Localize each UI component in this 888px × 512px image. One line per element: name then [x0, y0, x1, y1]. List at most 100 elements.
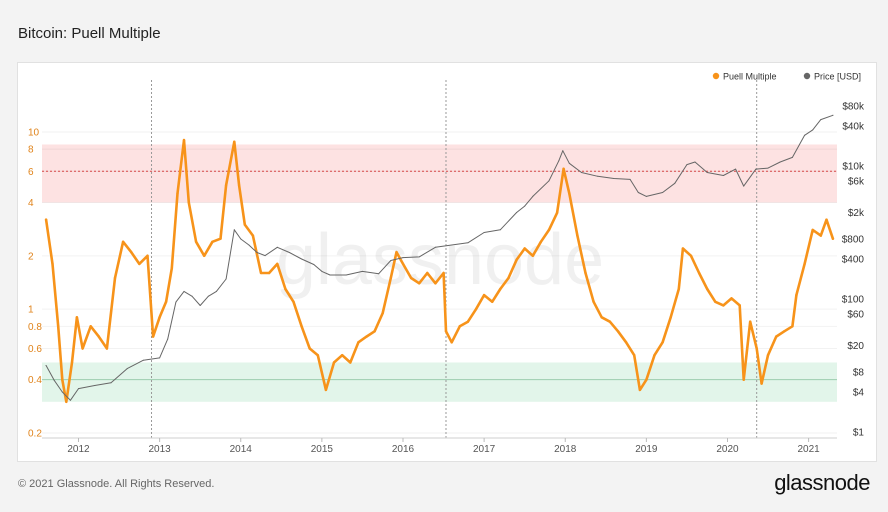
puell-point: [568, 192, 571, 195]
left-axis-tick-label: 1: [28, 305, 34, 316]
puell-point: [81, 347, 84, 350]
price-point: [767, 167, 769, 169]
price-point: [791, 156, 793, 158]
right-axis-tick-label: $60: [847, 309, 864, 320]
price-point: [361, 270, 363, 272]
puell-point: [349, 361, 352, 364]
puell-point: [224, 184, 228, 187]
brand-logo: glassnode: [774, 470, 870, 495]
puell-point: [766, 354, 770, 357]
price-point: [483, 232, 485, 233]
right-axis-tick-label: $100: [842, 295, 865, 306]
price-point: [662, 192, 664, 193]
puell-point: [697, 271, 701, 275]
legend-label-puell: Puell Multiple: [723, 72, 777, 82]
puell-point: [831, 237, 835, 240]
puell-point: [164, 300, 168, 303]
x-axis-tick-label: 2020: [716, 444, 739, 455]
puell-point: [409, 276, 413, 280]
puell-point: [89, 325, 92, 328]
right-axis-tick-label: $800: [842, 234, 865, 245]
puell-point: [507, 276, 510, 280]
price-point: [276, 246, 278, 248]
price-point: [568, 162, 570, 164]
puell-point: [57, 325, 60, 328]
puell-point: [738, 304, 741, 307]
price-point: [301, 258, 303, 260]
price-point: [532, 195, 534, 197]
price-point: [743, 185, 745, 187]
puell-point: [341, 354, 344, 357]
zone-bands: [42, 144, 837, 402]
page-title: Bitcoin: Puell Multiple: [18, 25, 161, 42]
puell-point: [669, 316, 672, 319]
price-point: [516, 212, 518, 213]
puell-point: [121, 240, 125, 243]
puell-point: [755, 347, 758, 350]
left-axis-tick-label: 0.2: [28, 429, 42, 440]
puell-point: [182, 138, 186, 142]
x-axis-tick-label: 2012: [67, 444, 90, 455]
puell-point: [742, 378, 745, 381]
puell-point: [645, 378, 648, 381]
price-point: [142, 359, 144, 361]
price-point: [183, 290, 185, 292]
right-axis-tick-label: $1: [853, 428, 865, 439]
x-axis-tick-label: 2013: [149, 444, 172, 455]
puell-point: [791, 325, 794, 328]
puell-point: [803, 262, 806, 266]
puell-point: [616, 330, 620, 333]
puell-point: [284, 287, 287, 291]
price-point: [199, 305, 201, 306]
right-axis-tick-label: $8: [853, 367, 865, 378]
price-point: [629, 178, 631, 180]
puell-point: [158, 316, 161, 319]
puell-point: [474, 308, 478, 311]
price-point: [451, 244, 453, 246]
puell-point: [219, 237, 222, 240]
price-point: [434, 246, 436, 248]
price-point: [390, 260, 392, 261]
puell-point: [795, 293, 798, 297]
puell-point: [146, 254, 149, 257]
legend-label-price: Price [USD]: [814, 72, 861, 82]
right-axis-tick-label: $10k: [842, 162, 865, 173]
price-point: [94, 385, 96, 386]
puell-point: [592, 300, 595, 303]
price-point: [126, 368, 128, 370]
puell-point: [722, 304, 725, 307]
puell-point: [653, 354, 656, 357]
price-point: [45, 365, 47, 366]
puell-point: [689, 254, 693, 257]
price-point: [779, 161, 781, 163]
price-point: [402, 257, 404, 259]
puell-point: [819, 234, 822, 237]
puell-point: [308, 347, 311, 350]
price-point: [248, 244, 250, 246]
x-axis-tick-label: 2014: [230, 444, 253, 455]
right-axis-tick-label: $6k: [848, 176, 865, 187]
right-axis: $80k $40k $10k $6k $2k $800 $400 $100 $60 $20 $8 $4…: [842, 102, 865, 439]
puell-point: [783, 330, 786, 333]
left-axis-tick-label: 0.4: [28, 375, 42, 386]
right-axis-tick-label: $20: [847, 341, 864, 352]
puell-point: [444, 330, 448, 333]
left-axis: 10 8 6 4 2 1 0.8 0.6 0.4 0.2: [28, 128, 42, 440]
price-point: [597, 175, 599, 177]
puell-point: [65, 400, 68, 403]
price-point: [207, 295, 209, 297]
price-point: [53, 379, 55, 381]
puell-point: [600, 316, 603, 319]
legend[interactable]: Puell Multiple Price [USD]: [712, 72, 861, 82]
puell-point: [324, 388, 328, 392]
x-axis: 2012 2013 2014 2015 2016 2017 2018 2019 2020 2021: [42, 437, 837, 455]
price-point: [167, 338, 169, 340]
puell-point: [237, 184, 241, 187]
price-point: [159, 357, 161, 359]
price-point: [321, 270, 323, 272]
price-point: [256, 252, 258, 253]
puell-point: [434, 282, 437, 285]
puell-point: [233, 140, 236, 143]
overheated-band: [42, 144, 837, 203]
